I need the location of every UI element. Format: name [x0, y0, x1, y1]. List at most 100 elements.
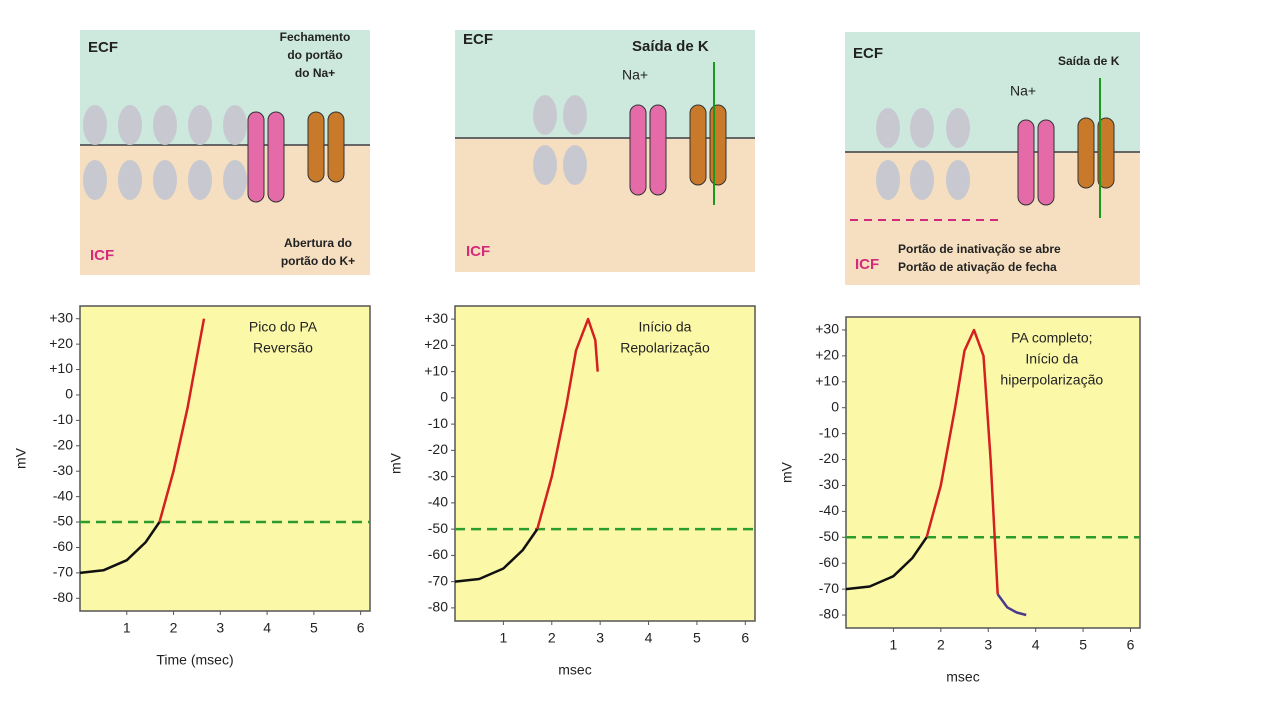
y-axis-label: mV — [388, 452, 404, 474]
y-tick-label: -70 — [53, 564, 73, 580]
line-series — [454, 528, 539, 583]
y-tick-label: -10 — [53, 411, 73, 427]
ecf-label: ECF — [853, 45, 883, 62]
charge-pair — [118, 160, 142, 200]
charge-pair — [876, 108, 900, 148]
charge-pair — [188, 105, 212, 145]
x-tick-label: 5 — [693, 630, 701, 646]
y-tick-label: 0 — [65, 386, 73, 402]
y-tick-label: -30 — [53, 462, 73, 478]
charge-pair — [223, 160, 247, 200]
x-tick-label: 2 — [170, 620, 178, 636]
x-tick-label: 5 — [310, 620, 318, 636]
y-tick-label: -60 — [53, 538, 73, 554]
line-series — [536, 317, 599, 530]
y-tick-label: +10 — [49, 360, 73, 376]
y-tick-label: -20 — [819, 450, 839, 466]
charge-pair — [563, 95, 587, 135]
x-tick-label: 1 — [890, 637, 898, 653]
y-tick-label: -50 — [819, 528, 839, 544]
charge-pair — [83, 160, 107, 200]
channel — [709, 104, 727, 186]
y-axis-label: mV — [779, 461, 795, 483]
icf-label: ICF — [855, 256, 879, 273]
y-tick-label: +30 — [815, 321, 839, 337]
y-tick-label: +30 — [49, 309, 73, 325]
annotation: Início da — [1025, 351, 1078, 367]
charge-pair — [533, 95, 557, 135]
y-tick-label: -20 — [428, 441, 448, 457]
y-tick-label: 0 — [440, 389, 448, 405]
charge-pair — [153, 160, 177, 200]
line-series — [845, 536, 928, 591]
y-tick-label: -10 — [819, 424, 839, 440]
y-tick-label: -60 — [428, 546, 448, 562]
y-tick-label: -10 — [428, 415, 448, 431]
icf-label: ICF — [90, 247, 114, 264]
plot-area — [454, 305, 756, 622]
x-tick-label: 1 — [499, 630, 507, 646]
annotation: Pico do PA — [249, 319, 318, 335]
y-tick-label: 0 — [831, 398, 839, 414]
x-tick-label: 6 — [1127, 637, 1135, 653]
annotation: Repolarização — [620, 340, 710, 356]
plot-area — [845, 316, 1141, 629]
y-tick-label: +20 — [49, 335, 73, 351]
gate-note: Portão de inativação se abre — [898, 242, 1061, 256]
y-tick-label: -80 — [428, 599, 448, 615]
x-tick-label: 6 — [357, 620, 365, 636]
x-tick-label: 4 — [1032, 637, 1040, 653]
charge-pair — [223, 105, 247, 145]
y-tick-label: +10 — [424, 362, 448, 378]
x-tick-label: 4 — [263, 620, 271, 636]
annotation: hiperpolarização — [1000, 372, 1103, 388]
charge-pair — [910, 160, 934, 200]
y-axis-label: mV — [13, 447, 29, 469]
plot-area — [79, 305, 371, 612]
y-tick-label: +30 — [424, 310, 448, 326]
y-tick-label: -40 — [53, 487, 73, 503]
y-tick-label: -40 — [819, 502, 839, 518]
ecf-label: ECF — [463, 31, 493, 48]
charge-pair — [910, 108, 934, 148]
efflux-label: Saída de K — [632, 38, 709, 55]
x-axis-label: msec — [946, 669, 979, 685]
y-tick-label: -60 — [819, 554, 839, 570]
x-tick-label: 2 — [937, 637, 945, 653]
gate-label: Fechamento — [280, 30, 351, 44]
ion-label: Na+ — [622, 67, 648, 83]
channel — [649, 104, 667, 196]
y-tick-label: -80 — [53, 589, 73, 605]
charge-pair — [876, 160, 900, 200]
line-series — [158, 318, 206, 523]
charge-pair — [946, 108, 970, 148]
charge-pair — [188, 160, 212, 200]
gate-label: Abertura do — [284, 236, 352, 250]
gate-label: do Na+ — [295, 66, 335, 80]
channel — [247, 111, 265, 203]
channel — [1017, 119, 1035, 206]
line-series — [925, 328, 999, 595]
channels — [83, 62, 1115, 221]
x-axis-label: Time (msec) — [156, 652, 233, 668]
y-tick-label: -50 — [53, 513, 73, 529]
annotation: Início da — [639, 319, 692, 335]
y-tick-label: +10 — [815, 372, 839, 388]
charge-pair — [563, 145, 587, 185]
charge-pair — [83, 105, 107, 145]
diagram-1: ECF ICF Fechamento do portão do Na+ Aber… — [80, 30, 370, 275]
y-tick-label: -50 — [428, 520, 448, 536]
annotation: Reversão — [253, 340, 313, 356]
diagram-3: ECF ICF Saída de K Na+ Portão de inativa… — [845, 32, 1140, 285]
x-tick-label: 3 — [984, 637, 992, 653]
gate-label: do portão — [287, 48, 342, 62]
channel — [629, 104, 647, 196]
ion-label: Na+ — [1010, 83, 1036, 99]
channel — [1077, 117, 1095, 189]
x-tick-label: 6 — [741, 630, 749, 646]
gate-note: Portão de ativação de fecha — [898, 260, 1057, 274]
x-tick-label: 3 — [216, 620, 224, 636]
y-tick-label: -80 — [819, 606, 839, 622]
channel — [327, 111, 345, 183]
